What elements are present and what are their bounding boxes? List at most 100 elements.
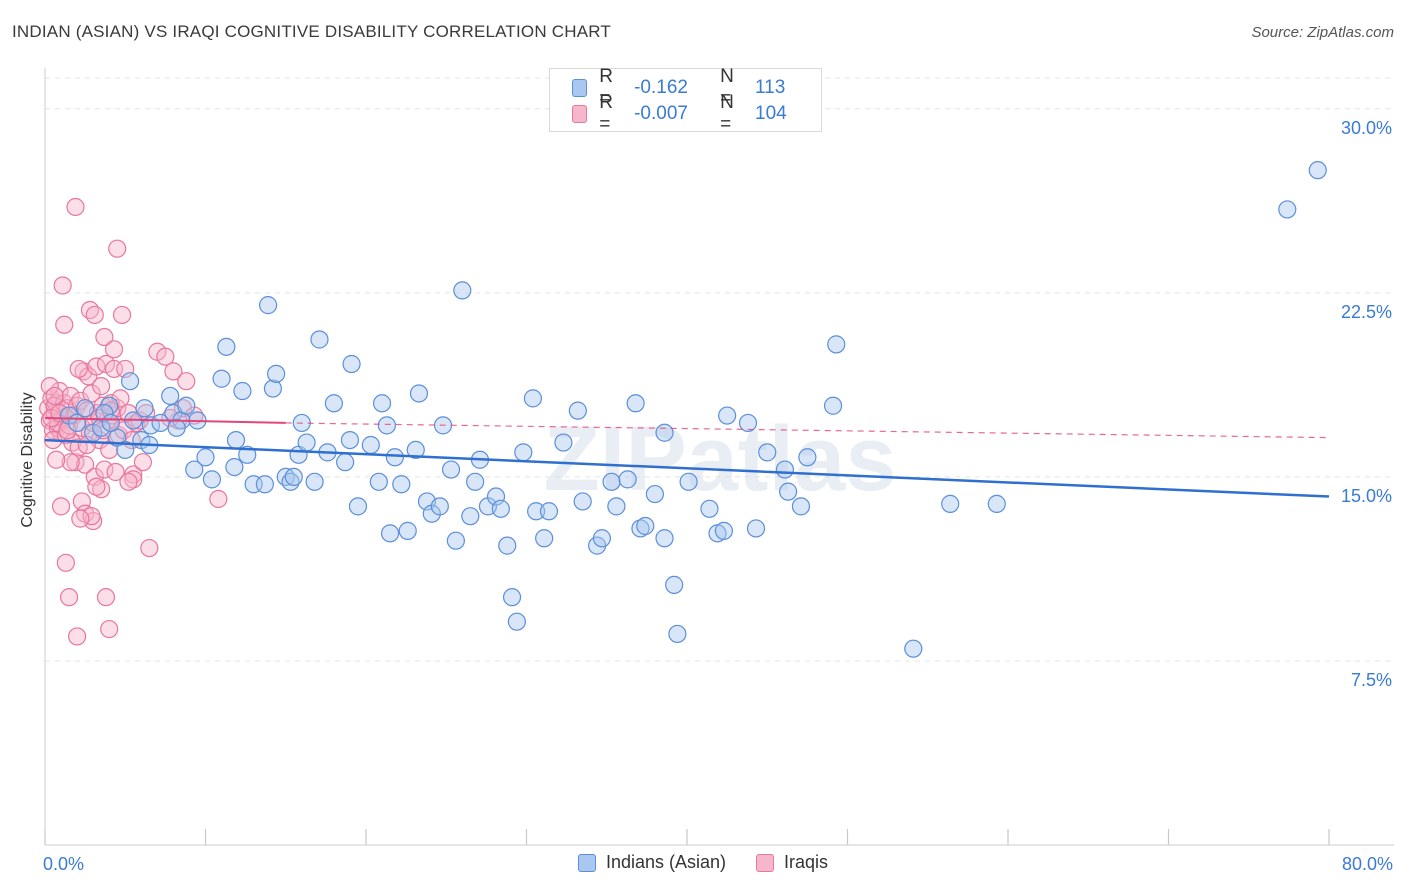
series-iraqis-points [39, 197, 228, 646]
indians-asian-point [746, 519, 766, 538]
indians-asian-point [297, 433, 316, 452]
iraqis-point [111, 389, 130, 408]
y-tick-label: 22.5% [1341, 302, 1392, 322]
indians-asian-point [1278, 200, 1297, 219]
indians-asian-point [196, 448, 215, 467]
y-tick-label: 30.0% [1341, 118, 1392, 138]
iraqis-point [119, 472, 138, 491]
indians-asian-point [372, 394, 392, 413]
indians-asian-point [461, 507, 480, 526]
iraqis-point [61, 386, 80, 406]
chart-title: INDIAN (ASIAN) VS IRAQI COGNITIVE DISABI… [12, 22, 611, 41]
iraqis-point [112, 305, 132, 325]
iraqis-point [106, 462, 125, 482]
x-tick-label: 80.0% [1342, 854, 1393, 874]
iraqis-point [133, 453, 153, 472]
indians-asian-point [631, 519, 650, 538]
indians-asian-point [177, 396, 196, 415]
iraqis-point [100, 619, 119, 639]
indians-asian-point [120, 372, 140, 391]
indians-asian-point [385, 448, 404, 467]
indians-asian-point [340, 430, 360, 450]
series-legend: Indians (Asian) Iraqis [0, 852, 1406, 873]
legend-item-indians-asian[interactable]: Indians (Asian) [577, 852, 727, 873]
indians-asian-point [336, 453, 355, 472]
indians-asian-point [116, 440, 135, 460]
indians-asian-point [498, 536, 517, 555]
indians-asian-point [185, 460, 204, 479]
indians-asian-point [823, 396, 843, 415]
indians-asian-point [655, 423, 674, 442]
indians-asian-point [430, 497, 449, 516]
source-label: Source: ZipAtlas.com [1251, 24, 1394, 41]
indians-asian-point [758, 443, 777, 462]
indians-asian-point [226, 430, 246, 450]
iraqis-point [104, 340, 124, 359]
indians-asian-point [655, 529, 674, 548]
iraqis-point [55, 315, 74, 334]
iraqis-point [161, 408, 180, 428]
indians-asian-point [324, 394, 343, 413]
indians-asian-point [76, 399, 95, 418]
n-value: 104 [755, 103, 787, 124]
r-label: R = [599, 92, 613, 135]
legend-row-iraqis: R = -0.007 N = 104 [572, 92, 821, 135]
iraqis-trendline-extension [285, 422, 1330, 439]
indians-asian-point [202, 470, 222, 489]
indians-asian-point [714, 521, 734, 540]
indians-asian-point [941, 494, 960, 513]
indians-asian-point [441, 460, 461, 479]
indians-asian-point [502, 588, 522, 607]
indians-asian-point [535, 529, 554, 548]
r-value: -0.007 [634, 103, 688, 124]
indians-asian-point [573, 492, 592, 511]
iraqis-point [61, 453, 80, 472]
indians-asian-point [212, 369, 231, 388]
indians-asian-point [284, 467, 303, 487]
indians-asian-point [348, 497, 368, 516]
indians-asian-point [267, 364, 286, 383]
indians-asian-point [233, 381, 252, 401]
r-value: -0.162 [634, 77, 688, 98]
indians-asian-point [161, 386, 180, 406]
iraqis-point [59, 588, 79, 607]
indians-asian-point [167, 418, 186, 437]
indians-asian-point [380, 524, 400, 543]
indians-asian-point [135, 399, 154, 418]
legend-swatch-blue [577, 853, 596, 872]
indians-asian-point [738, 413, 758, 433]
indians-asian-point [602, 472, 621, 491]
iraqis-point [51, 497, 71, 516]
legend-label: Indians (Asian) [605, 852, 727, 872]
iraqis-point [69, 359, 88, 379]
indians-asian-point [568, 401, 587, 420]
indians-asian-point [409, 384, 429, 403]
indians-asian-point [466, 472, 485, 491]
indians-asian-point [377, 416, 396, 435]
iraqis-point [47, 450, 66, 469]
indians-asian-point [668, 624, 687, 644]
legend-item-iraqis[interactable]: Iraqis [756, 852, 828, 873]
indians-asian-point [904, 639, 923, 658]
iraqis-trendline [44, 417, 286, 424]
trend-lines [44, 417, 1330, 498]
indians-asian-point [718, 406, 737, 425]
indians-asian-point [700, 499, 719, 518]
indians-asian-point [95, 404, 114, 423]
indians-asian-point [369, 472, 388, 491]
indians-asian-point [779, 482, 798, 501]
indians-asian-point [527, 502, 546, 521]
indians-asian-point [255, 475, 274, 494]
indians-asian-point [281, 472, 300, 491]
indians-asian-point [775, 460, 795, 479]
iraqis-point [87, 477, 106, 496]
indians-asian-point [507, 612, 526, 631]
iraqis-point [92, 480, 111, 499]
iraqis-point [96, 588, 116, 607]
indians-asian-point [636, 516, 655, 536]
iraqis-point [95, 327, 114, 347]
indians-asian-point [453, 281, 472, 300]
iraqis-point [66, 197, 85, 217]
n-value: 113 [755, 77, 786, 98]
indians-asian-point [398, 521, 417, 540]
